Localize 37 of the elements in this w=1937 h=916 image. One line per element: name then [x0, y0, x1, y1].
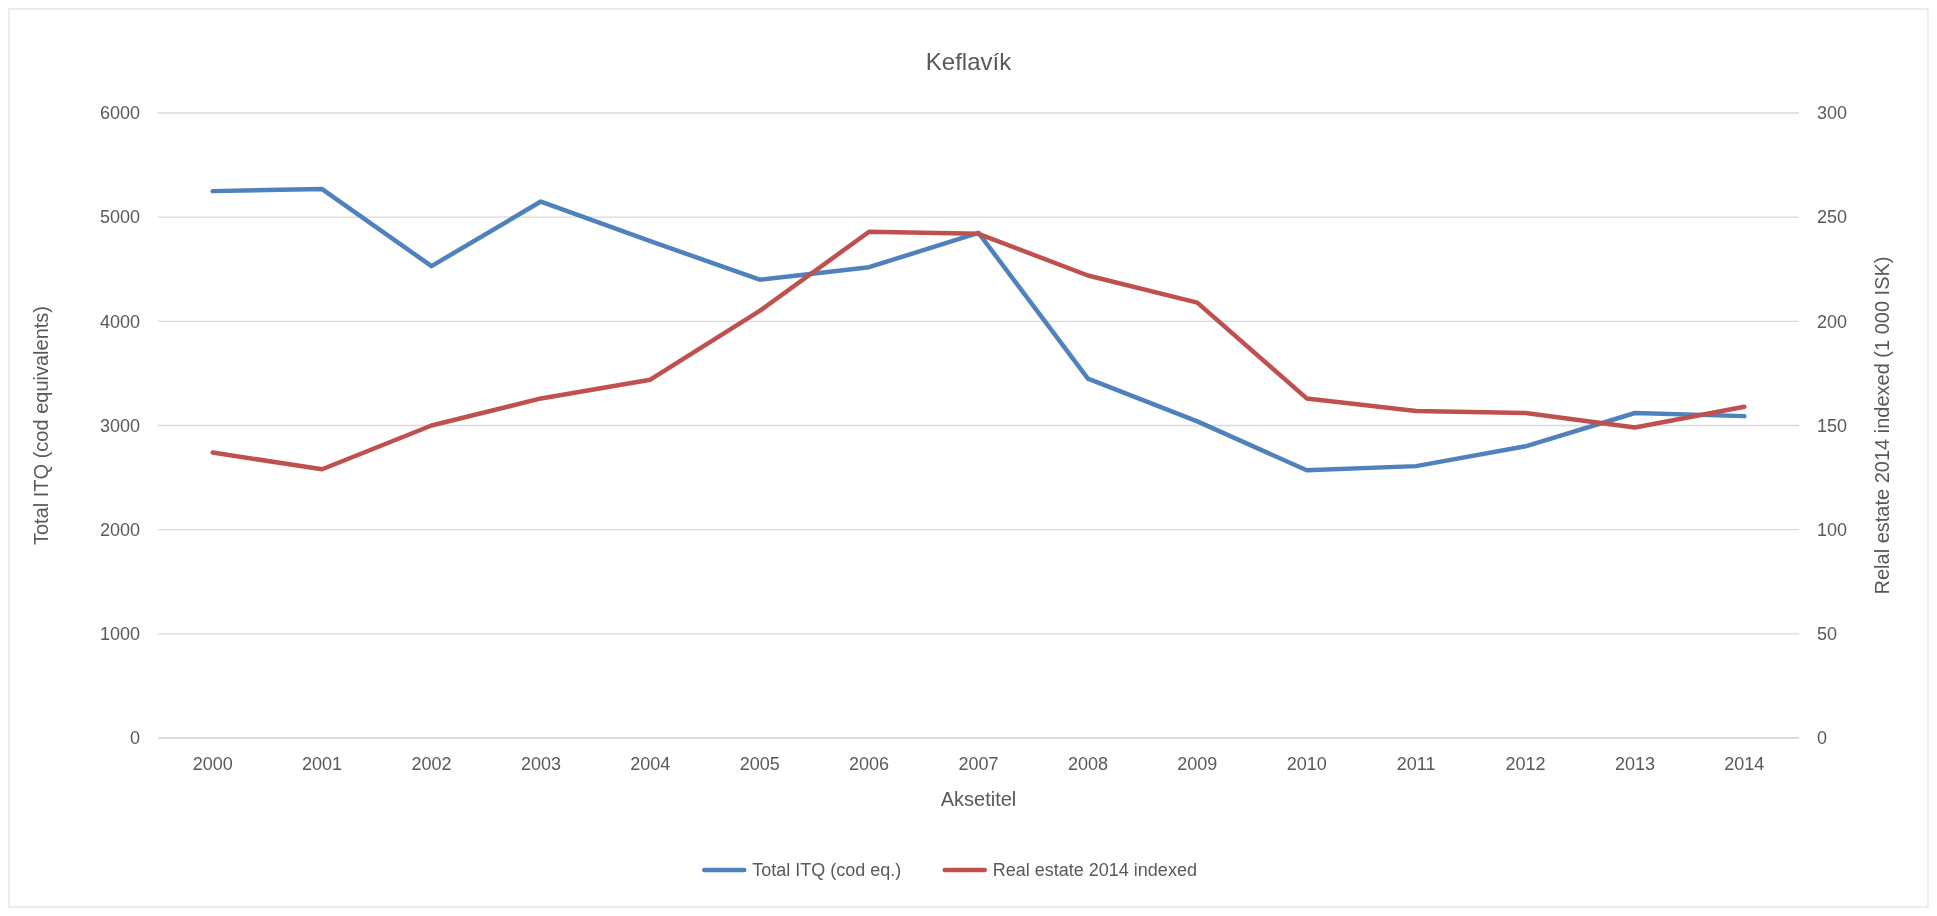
y-tick-label: 0 [129, 728, 140, 749]
x-tick-label: 2014 [1724, 754, 1765, 774]
x-tick-label: 2013 [1614, 754, 1655, 774]
x-tick-label: 2000 [192, 754, 233, 774]
legend-label: Real estate 2014 indexed [992, 860, 1197, 881]
x-tick-label: 2002 [411, 754, 452, 774]
y2-tick-label: 0 [1817, 728, 1828, 749]
y-tick-label: 4000 [99, 311, 140, 332]
x-tick-label: 2004 [630, 754, 671, 774]
y-tick-label: 3000 [99, 415, 140, 436]
x-tick-label: 2009 [1177, 754, 1218, 774]
y2-tick-label: 100 [1817, 519, 1848, 540]
y2-tick-label: 50 [1817, 624, 1838, 645]
y-tick-label: 5000 [99, 207, 140, 228]
x-tick-label: 2012 [1505, 754, 1546, 774]
x-tick-label: 2007 [958, 754, 999, 774]
y2-axis-title: Relal estate 2014 indexed (1 000 ISK) [1871, 256, 1893, 595]
y2-tick-label: 150 [1817, 415, 1848, 436]
y2-tick-label: 300 [1817, 103, 1848, 124]
line-series [210, 229, 1747, 472]
x-tick-label: 2010 [1286, 754, 1327, 774]
y-tick-label: 6000 [99, 103, 140, 124]
x-tick-label: 2001 [302, 754, 343, 774]
x-tick-label: 2011 [1396, 754, 1436, 774]
y-axis-title: Total ITQ (cod equivalents) [30, 306, 52, 545]
y2-tick-label: 200 [1817, 311, 1848, 332]
y2-tick-label: 250 [1817, 207, 1848, 228]
x-tick-label: 2003 [520, 754, 561, 774]
y-tick-label: 1000 [99, 624, 140, 645]
y-tick-label: 2000 [99, 519, 140, 540]
x-tick-label: 2006 [849, 754, 890, 774]
chart-title: Keflavík [925, 48, 1013, 75]
legend-label: Total ITQ (cod eq.) [752, 860, 902, 881]
x-tick-label: 2008 [1067, 754, 1108, 774]
line-series [210, 186, 1747, 473]
x-axis-title: Aksetitel [940, 788, 1017, 810]
x-tick-label: 2005 [739, 754, 780, 774]
